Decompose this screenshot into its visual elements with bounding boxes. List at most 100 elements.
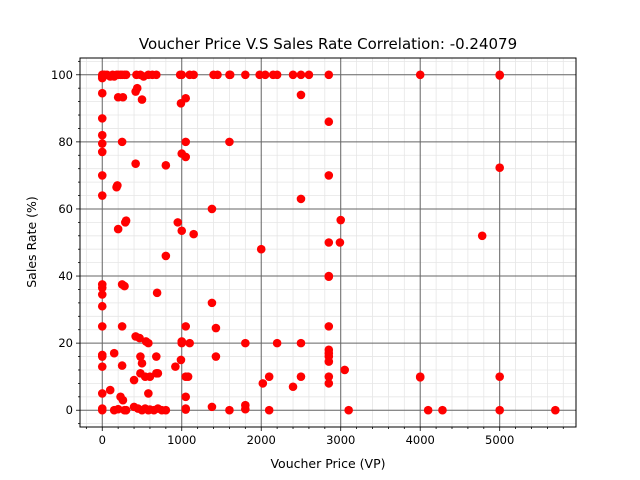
data-point [181, 405, 191, 414]
data-point [438, 405, 447, 415]
data-point [120, 281, 129, 291]
data-point [97, 352, 107, 361]
data-point [113, 224, 123, 234]
data-point [121, 218, 130, 227]
x-axis-ticks: 0 1000 2000 3000 4000 5000 [85, 427, 564, 447]
data-point [97, 389, 107, 398]
data-point [324, 70, 334, 80]
data-point [181, 137, 191, 147]
data-point [495, 71, 504, 80]
data-point [495, 372, 504, 381]
data-point [324, 238, 334, 247]
data-point [161, 161, 171, 170]
data-point [181, 152, 191, 162]
data-points [97, 70, 560, 415]
data-point [117, 137, 127, 147]
data-point [173, 218, 183, 227]
x-axis-label: Voucher Price (VP) [270, 456, 385, 471]
y-tick-label: 40 [58, 269, 73, 283]
data-point [324, 117, 334, 127]
chart-title: Voucher Price V.S Sales Rate Correlation… [139, 35, 517, 53]
data-point [344, 405, 353, 415]
data-point [477, 231, 487, 241]
data-point [113, 404, 123, 414]
data-point [153, 369, 163, 378]
data-point [256, 244, 266, 254]
data-point [97, 191, 107, 200]
data-point [97, 139, 107, 148]
data-point [135, 333, 144, 343]
data-point [495, 405, 504, 415]
data-point [97, 130, 107, 140]
y-axis-ticks: 0 20 40 60 80 100 [51, 60, 80, 425]
data-point [225, 405, 234, 415]
data-point [137, 358, 147, 368]
data-point [296, 372, 306, 381]
data-point [161, 405, 171, 415]
y-axis-label: Sales Rate (%) [24, 196, 39, 288]
data-point [324, 322, 334, 331]
data-point [296, 70, 306, 80]
data-point [211, 323, 221, 333]
data-point [264, 372, 274, 381]
x-tick-label: 3000 [326, 433, 355, 447]
data-point [105, 385, 115, 395]
y-tick-label: 0 [66, 403, 73, 417]
data-point [131, 87, 140, 96]
data-point [97, 171, 107, 180]
data-point [181, 93, 191, 103]
data-point [152, 70, 161, 80]
data-point [97, 147, 107, 157]
data-point [225, 70, 235, 80]
data-point [121, 405, 131, 415]
data-point [258, 379, 268, 388]
data-point [207, 204, 217, 214]
data-point [97, 88, 107, 98]
data-point [335, 238, 345, 247]
data-point [97, 114, 107, 123]
data-point [118, 395, 128, 405]
data-point [137, 95, 147, 104]
data-point [97, 290, 107, 299]
data-point [97, 283, 107, 293]
data-point [324, 357, 334, 366]
data-point [324, 171, 334, 180]
x-tick-label: 1000 [167, 433, 196, 447]
data-point [181, 392, 191, 402]
data-point [241, 70, 250, 80]
data-point [288, 382, 298, 392]
data-point [177, 70, 187, 80]
data-point [117, 322, 127, 331]
data-point [97, 362, 107, 371]
data-point [211, 352, 221, 361]
data-point [136, 352, 145, 361]
data-point [340, 365, 349, 375]
data-point [145, 372, 155, 381]
y-tick-label: 20 [58, 336, 73, 350]
data-point [181, 322, 191, 331]
data-point [118, 92, 128, 102]
x-tick-label: 2000 [247, 433, 276, 447]
data-point [415, 70, 425, 80]
y-tick-label: 80 [58, 135, 73, 149]
data-point [296, 90, 306, 100]
x-tick-label: 5000 [485, 433, 514, 447]
data-point [324, 272, 334, 282]
data-point [176, 355, 186, 365]
data-point [304, 70, 314, 80]
data-point [324, 372, 334, 381]
data-point [183, 372, 193, 381]
data-point [296, 194, 306, 204]
data-point [171, 362, 180, 371]
data-point [152, 352, 161, 361]
data-point [336, 215, 346, 225]
y-tick-label: 100 [51, 68, 73, 82]
x-tick-label: 0 [99, 433, 106, 447]
data-point [97, 301, 107, 311]
data-point [144, 389, 153, 398]
data-point [177, 337, 187, 346]
data-point [423, 405, 433, 415]
data-point [144, 338, 153, 348]
data-point [109, 348, 119, 358]
data-point [112, 182, 121, 192]
